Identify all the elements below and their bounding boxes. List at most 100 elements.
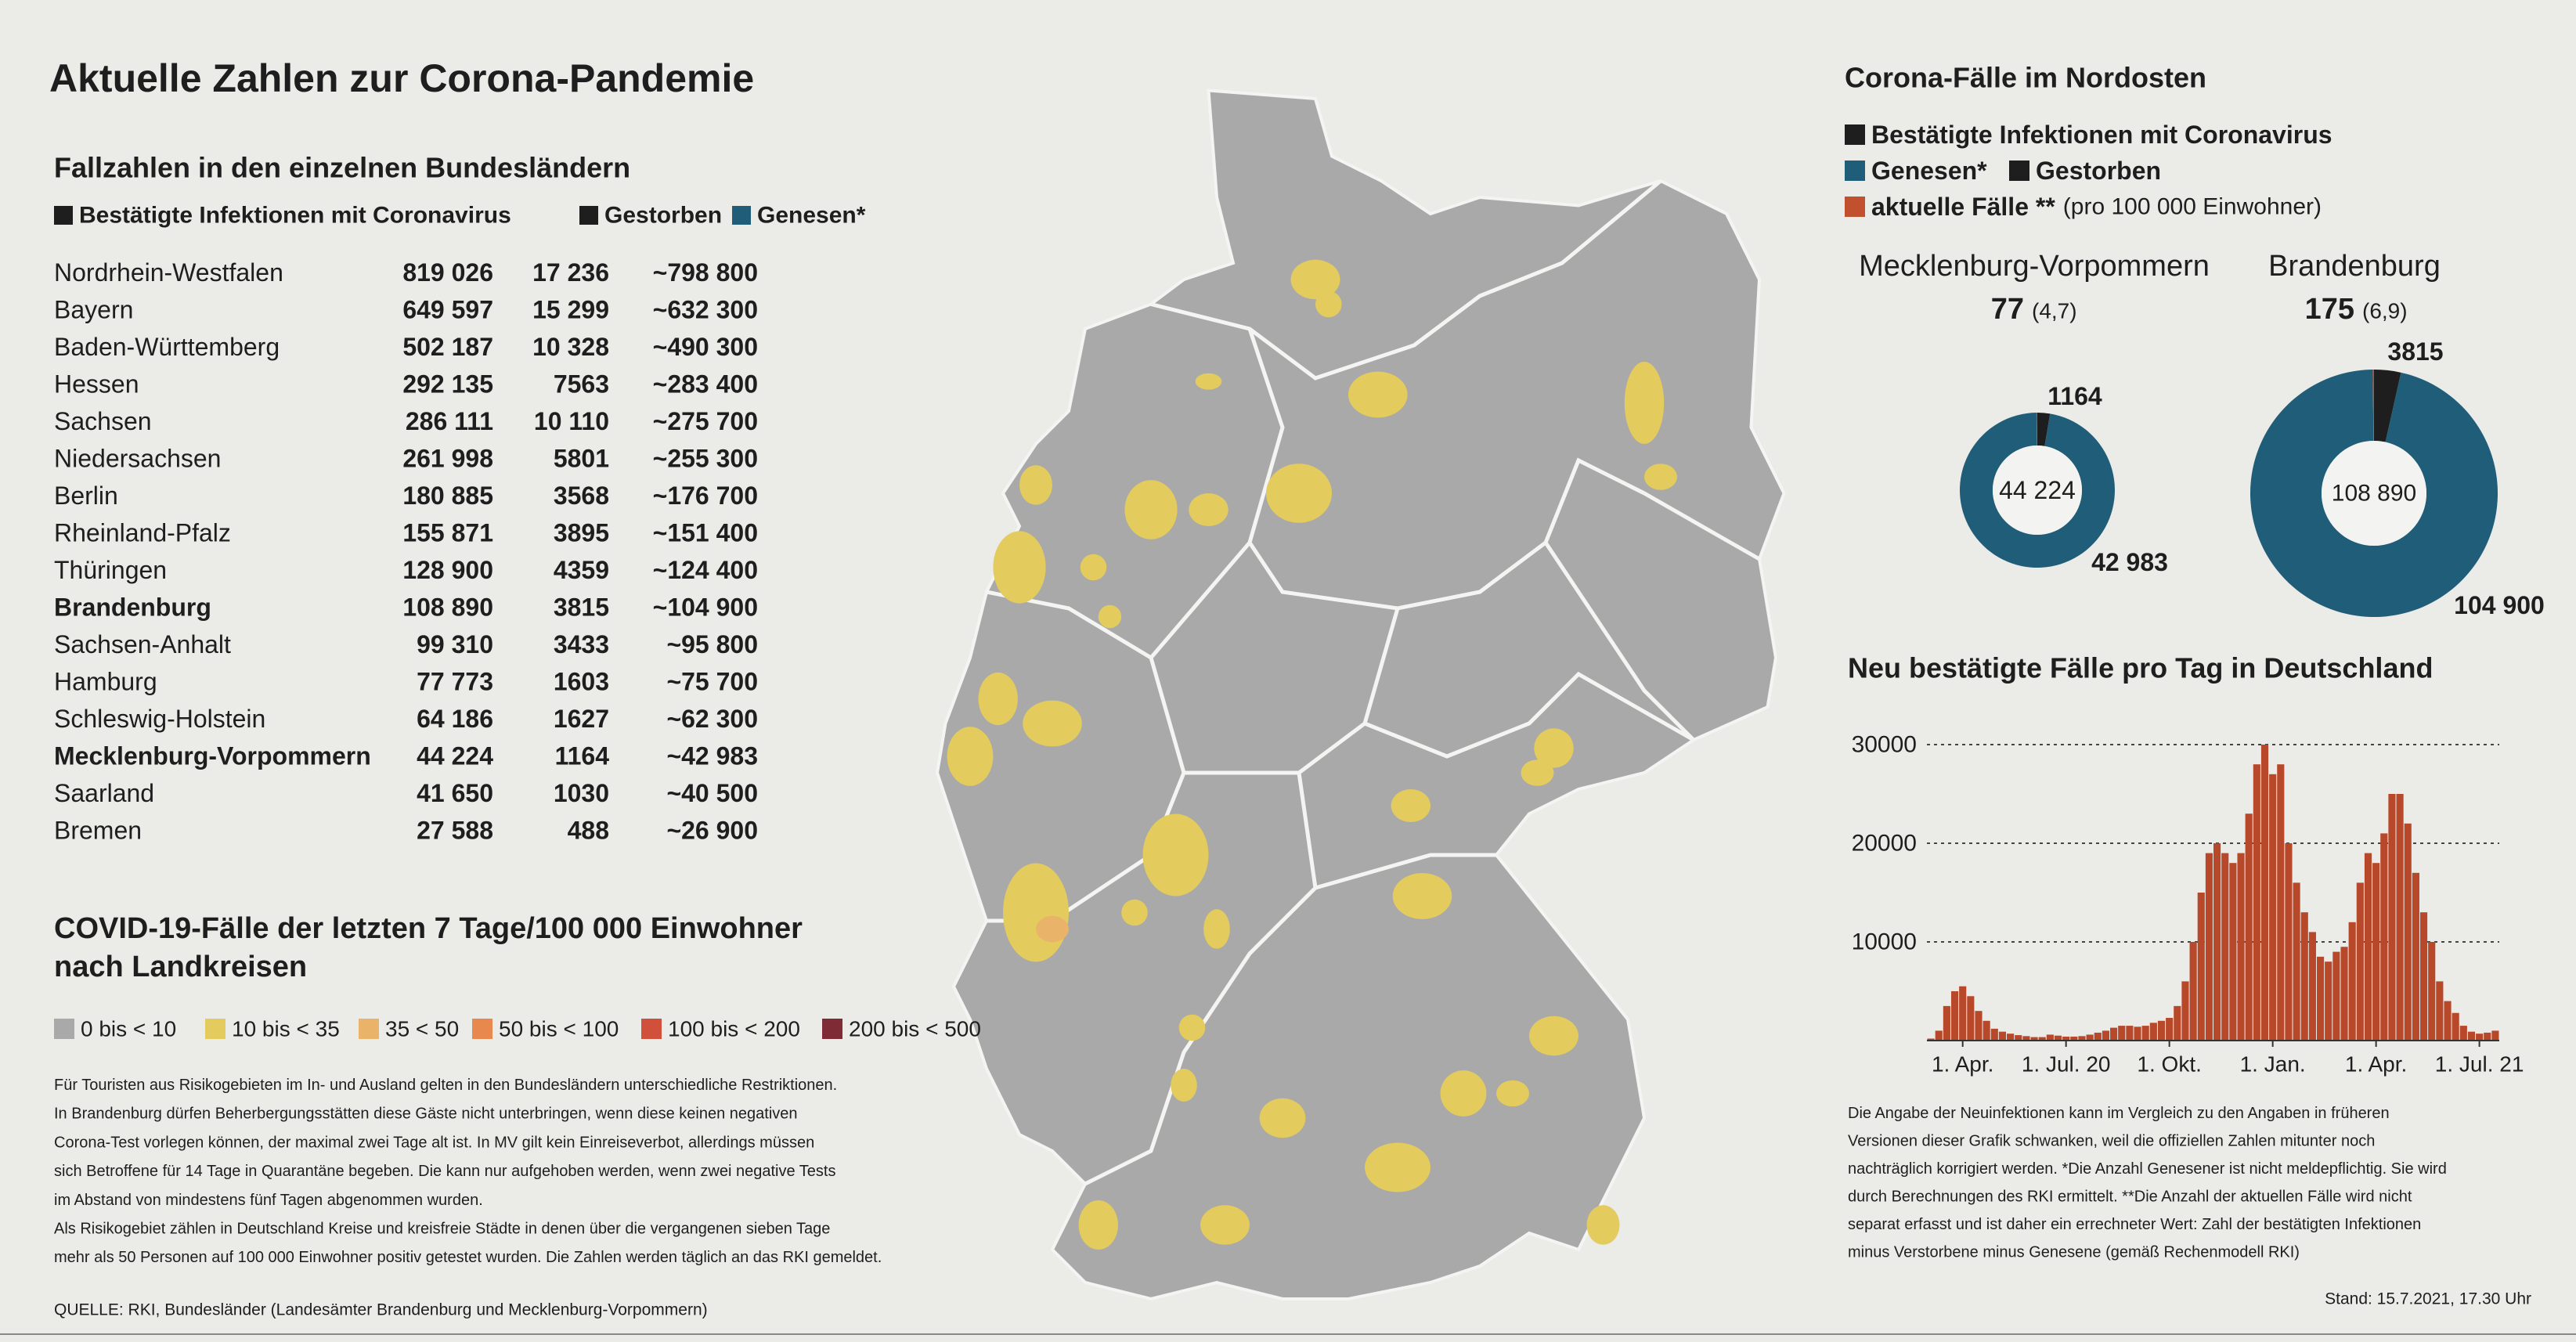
legend-swatch — [822, 1019, 842, 1039]
note-line: sich Betroffene für 14 Tage in Quarantän… — [54, 1163, 835, 1180]
bar — [2316, 956, 2325, 1041]
bar — [2444, 1001, 2452, 1041]
district-area — [1080, 554, 1107, 581]
legend-label: Genesen* — [1871, 157, 1987, 185]
x-tick-label: 1. Jul. 21 — [2435, 1052, 2524, 1077]
table-cell: 292 135 — [402, 370, 493, 399]
bar — [2189, 942, 2197, 1041]
bar — [2412, 872, 2419, 1041]
state-name: Brandenburg — [54, 593, 211, 622]
legend-label: 0 bis < 10 — [81, 1017, 176, 1041]
district-area — [1496, 1080, 1529, 1107]
legend-label: Bestätigte Infektionen mit Coronavirus — [1871, 121, 2332, 149]
district-area — [1171, 1069, 1197, 1102]
table-cell: ~275 700 — [653, 407, 758, 435]
y-tick-label: 10000 — [1852, 929, 1917, 955]
bar — [2054, 1035, 2062, 1041]
table-cell: 1030 — [554, 779, 609, 807]
table-cell: 261 998 — [402, 445, 493, 473]
district-area — [1003, 863, 1069, 962]
table-cell: 44 224 — [417, 742, 493, 770]
bar — [2300, 912, 2308, 1041]
legend-swatch — [472, 1019, 492, 1039]
district-area — [1521, 759, 1554, 786]
legend-swatch — [1845, 124, 1865, 145]
table-cell: 108 890 — [402, 593, 493, 622]
x-tick-label: 1. Jul. 20 — [2022, 1052, 2111, 1077]
x-tick-label: 1. Apr. — [1932, 1052, 1993, 1077]
x-tick-label: 1. Okt. — [2137, 1052, 2201, 1077]
bar — [2229, 863, 2237, 1041]
x-tick-label: 1. Jan. — [2240, 1052, 2306, 1077]
deaths-label: 1164 — [2047, 382, 2102, 410]
district-area — [1189, 493, 1228, 526]
y-tick-label: 20000 — [1852, 831, 1917, 857]
state-name: Sachsen-Anhalt — [54, 630, 231, 658]
state-name: Nordrhein-Westfalen — [54, 258, 283, 287]
note-line: mehr als 50 Personen auf 100 000 Einwohn… — [54, 1249, 882, 1266]
bar — [2166, 1018, 2174, 1041]
table-cell: 5801 — [554, 445, 609, 473]
bar — [2428, 942, 2436, 1041]
table-cell: 7563 — [554, 370, 609, 399]
bar — [2205, 853, 2213, 1041]
district-area — [1019, 465, 1052, 505]
legend-swatch — [359, 1019, 379, 1039]
district-area — [1098, 604, 1122, 629]
district-area — [1315, 290, 1342, 318]
legend-label: Genesen* — [757, 203, 866, 229]
bar — [2118, 1026, 2126, 1041]
table-cell: 3815 — [554, 593, 609, 622]
donut-title: Brandenburg — [2268, 250, 2441, 283]
bar — [2476, 1034, 2484, 1041]
bar — [2015, 1035, 2022, 1041]
state-name: Bayern — [54, 296, 133, 324]
table-cell: 1603 — [554, 668, 609, 696]
state-border — [1184, 608, 1400, 775]
map-title: COVID-19-Fälle der letzten 7 Tage/100 00… — [54, 912, 803, 945]
donut-slice — [2374, 370, 2401, 442]
district-area — [1391, 789, 1431, 822]
bar — [2348, 922, 2356, 1041]
district-area — [1023, 700, 1082, 747]
bar — [2038, 1037, 2046, 1041]
legend-swatch — [2009, 161, 2029, 181]
district-area — [947, 727, 994, 786]
bar — [2419, 912, 2428, 1041]
legend-label: 35 < 50 — [385, 1017, 459, 1041]
district-area — [1586, 1205, 1620, 1245]
table-cell: 64 186 — [417, 705, 493, 733]
bar — [1983, 1020, 1990, 1041]
bar — [2030, 1037, 2038, 1041]
bar — [2269, 774, 2277, 1041]
legend-swatch — [1845, 161, 1865, 181]
active-rate: (6,9) — [2362, 299, 2408, 323]
footnote-line: Versionen dieser Grafik schwanken, weil … — [1848, 1133, 2375, 1150]
district-area — [1200, 1205, 1250, 1245]
note-line: Corona-Test vorlegen können, der maximal… — [54, 1134, 814, 1151]
footnote-line: Die Angabe der Neuinfektionen kann im Ve… — [1848, 1105, 2390, 1122]
district-area — [993, 531, 1046, 604]
district-area — [1440, 1070, 1487, 1117]
bar — [1967, 996, 1975, 1041]
section-title: Corona-Fälle im Nordosten — [1845, 62, 2206, 94]
table-cell: 502 187 — [402, 333, 493, 361]
district-area — [1365, 1142, 1431, 1192]
chart-title: Neu bestätigte Fälle pro Tag in Deutschl… — [1848, 652, 2433, 684]
district-area — [1348, 371, 1408, 418]
note-line: Für Touristen aus Risikogebieten im In- … — [54, 1077, 837, 1094]
bar — [2396, 794, 2404, 1041]
table-cell: ~104 900 — [653, 593, 758, 622]
bar — [2221, 853, 2229, 1041]
donut-slice — [2250, 370, 2498, 617]
legend-swatch — [1845, 197, 1865, 217]
bar — [2094, 1032, 2102, 1041]
bar — [2046, 1034, 2054, 1041]
state-name: Hessen — [54, 370, 139, 399]
active-rate: (4,7) — [2032, 299, 2077, 323]
germany — [935, 88, 1786, 1301]
table-cell: ~95 800 — [666, 630, 758, 658]
table-cell: 3433 — [554, 630, 609, 658]
table-cell: 649 597 — [402, 296, 493, 324]
table-cell: ~798 800 — [653, 258, 758, 287]
